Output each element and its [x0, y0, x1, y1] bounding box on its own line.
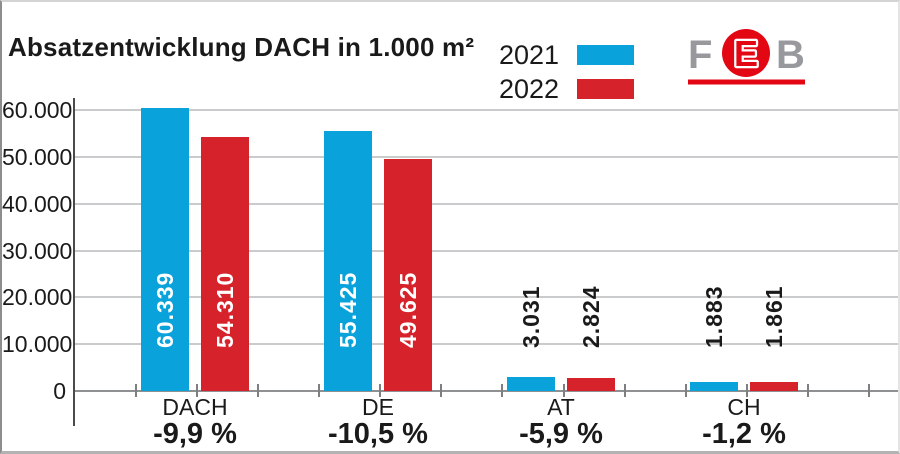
- gridline-30000: [74, 250, 898, 252]
- x-axis-tick: [807, 384, 809, 397]
- y-axis-label-20000: 20.000: [2, 284, 73, 310]
- legend-swatch-2022: [577, 79, 634, 99]
- change-label-CH: -1,2 %: [702, 418, 786, 450]
- logo-circle: [722, 29, 770, 77]
- gridline-60000: [74, 109, 898, 111]
- x-axis-tick: [501, 384, 503, 397]
- y-axis-label-30000: 30.000: [2, 238, 73, 264]
- y-axis-label-0: 0: [53, 378, 66, 404]
- bar-2022-AT: [567, 378, 615, 391]
- legend-swatch-2021: [577, 45, 634, 65]
- x-axis-tick: [868, 384, 870, 397]
- x-axis-tick: [563, 384, 565, 397]
- bar-2021-DE: [324, 131, 372, 391]
- logo-letter-f: F: [688, 33, 712, 77]
- category-label-CH: CH: [727, 394, 761, 420]
- x-axis-tick: [624, 384, 626, 397]
- logo-letter-b: B: [776, 33, 805, 77]
- y-axis-label-60000: 60.000: [2, 97, 73, 123]
- legend-label-2021: 2021: [499, 39, 560, 70]
- x-axis-tick: [318, 384, 320, 397]
- bar-value-2021-CH: 1.883: [701, 285, 727, 348]
- legend-item-2022: 2022: [499, 72, 634, 106]
- bar-value-2021-DACH: 60.339: [152, 271, 178, 348]
- x-axis-tick: [746, 384, 748, 397]
- logo-underline: [688, 79, 805, 85]
- feb-logo: F E B: [688, 29, 805, 85]
- bar-2022-DACH: [201, 137, 249, 391]
- change-label-AT: -5,9 %: [519, 418, 603, 450]
- bar-value-2022-DE: 49.625: [395, 271, 421, 348]
- y-axis-label-50000: 50.000: [2, 144, 73, 170]
- chart-title: Absatzentwicklung DACH in 1.000 m²: [8, 32, 475, 62]
- gridline-0: [74, 390, 898, 392]
- x-axis-tick: [685, 384, 687, 397]
- x-axis-tick: [440, 384, 442, 397]
- bar-2021-DACH: [141, 108, 189, 391]
- legend-item-2021: 2021: [499, 38, 634, 72]
- legend-label-2022: 2022: [499, 73, 560, 104]
- category-label-AT: AT: [547, 394, 575, 420]
- category-label-DE: DE: [362, 394, 394, 420]
- bar-2021-AT: [507, 377, 555, 391]
- bar-2022-DE: [384, 159, 432, 391]
- x-axis-tick: [196, 384, 198, 397]
- bar-value-2022-DACH: 54.310: [212, 271, 238, 348]
- x-axis-tick: [135, 384, 137, 397]
- bar-value-2021-DE: 55.425: [335, 271, 361, 348]
- bar-value-2021-AT: 3.031: [518, 285, 544, 348]
- y-axis-label-40000: 40.000: [2, 191, 73, 217]
- legend: 2021 2022: [499, 38, 634, 106]
- change-label-DACH: -9,9 %: [153, 418, 237, 450]
- x-axis-tick: [257, 384, 259, 397]
- bar-2021-CH: [690, 382, 738, 391]
- bar-value-2022-CH: 1.861: [761, 285, 787, 348]
- logo-letter-e: E: [734, 33, 758, 74]
- gridline-20000: [74, 296, 898, 298]
- gridline-40000: [74, 203, 898, 205]
- change-label-DE: -10,5 %: [328, 418, 428, 450]
- gridline-50000: [74, 156, 898, 158]
- category-label-DACH: DACH: [162, 394, 228, 420]
- x-axis-tick: [379, 384, 381, 397]
- y-axis-label-10000: 10.000: [2, 331, 73, 357]
- bar-2022-CH: [750, 382, 798, 391]
- bar-value-2022-AT: 2.824: [578, 285, 604, 348]
- y-axis-line: [73, 98, 75, 426]
- gridline-10000: [74, 343, 898, 345]
